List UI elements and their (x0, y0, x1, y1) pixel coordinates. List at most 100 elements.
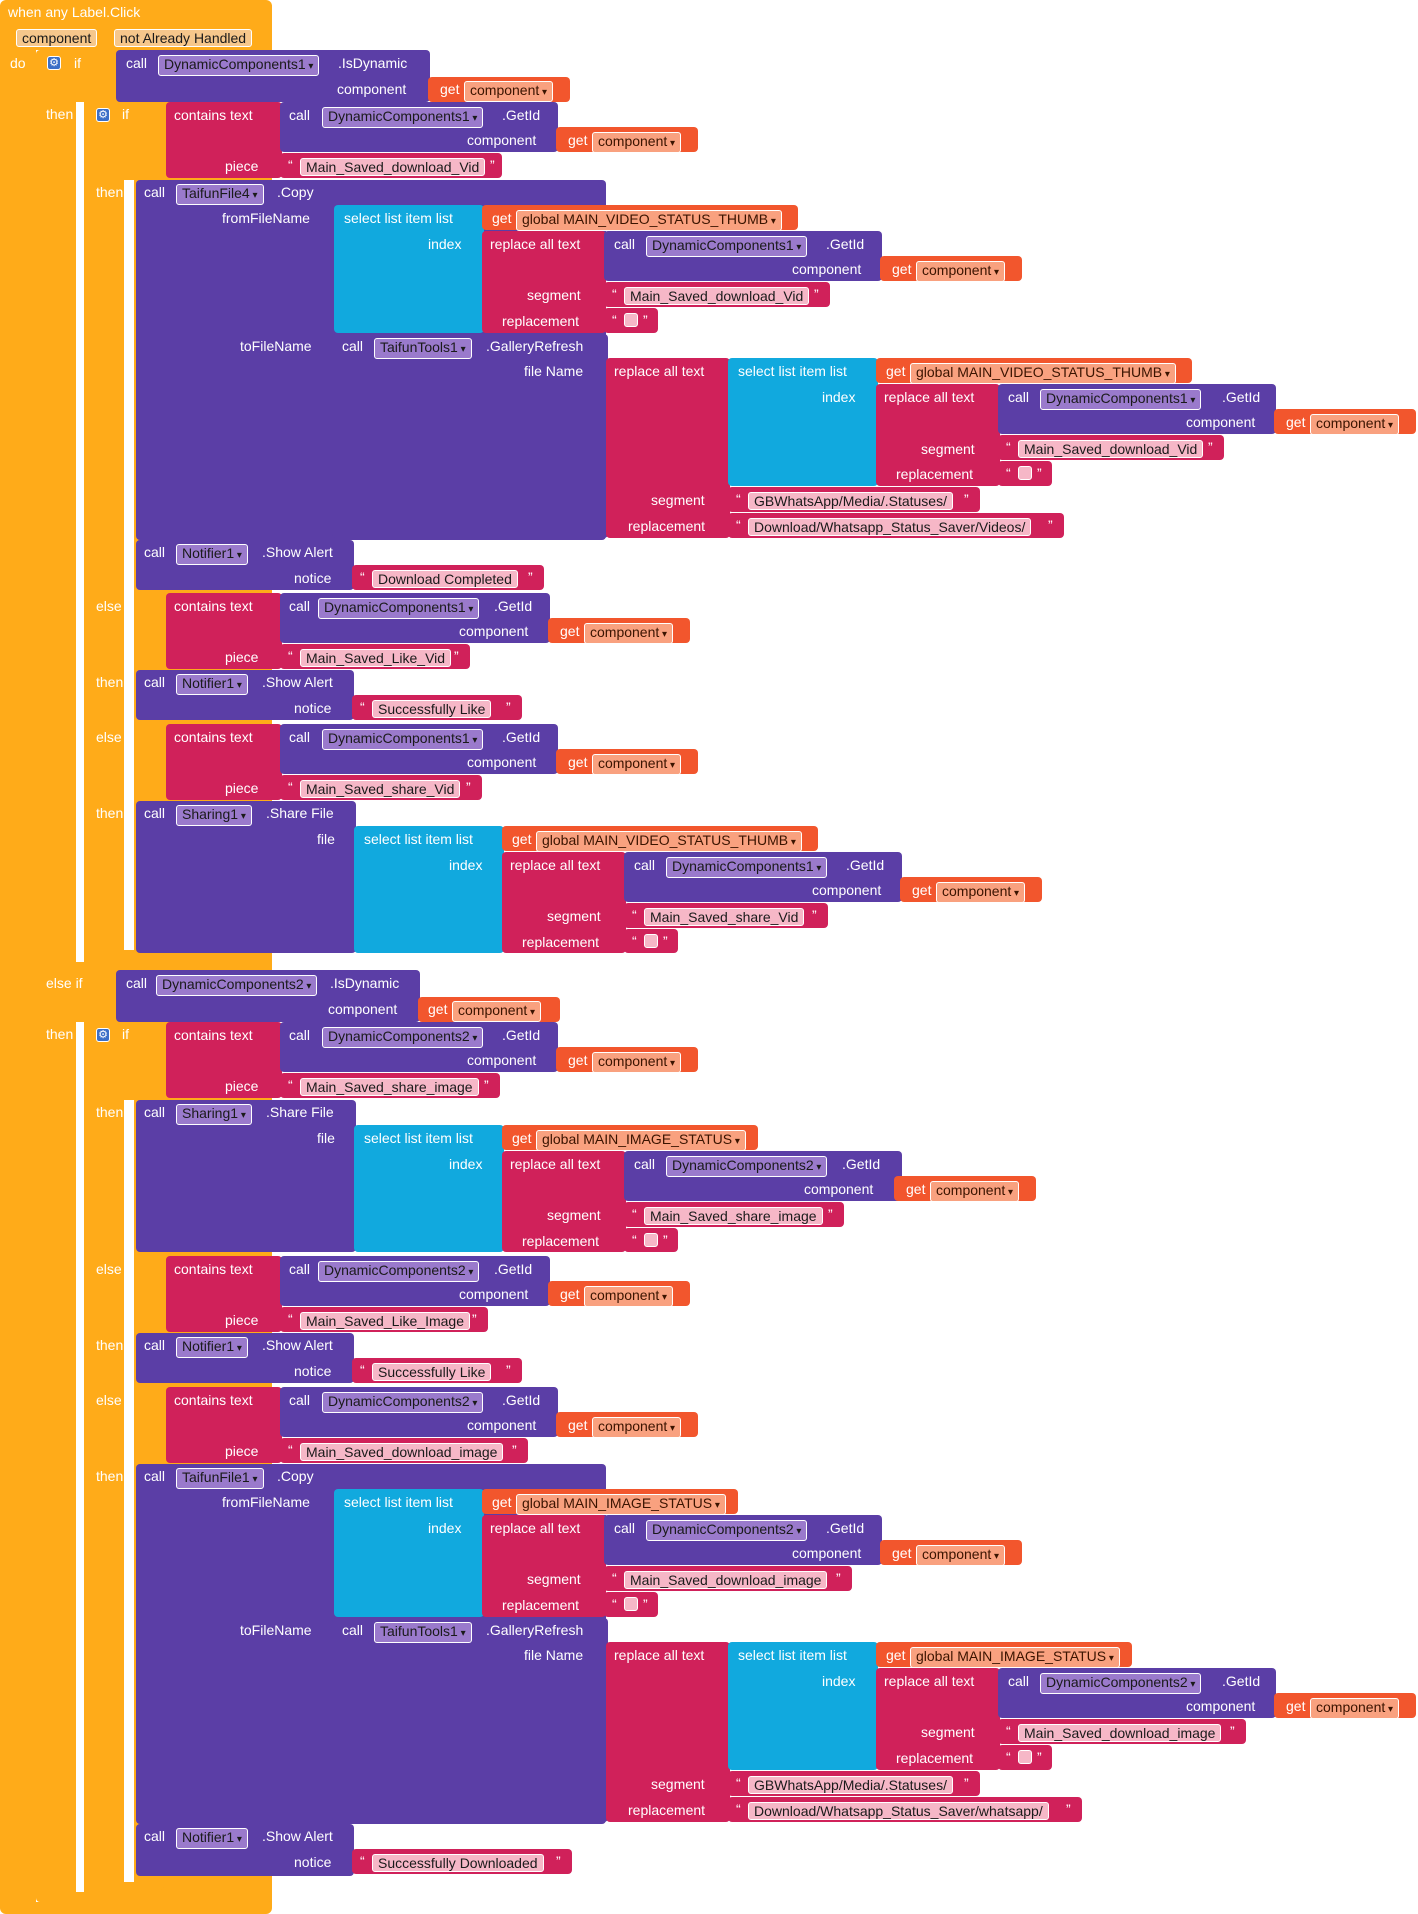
component-dropdown[interactable]: Sharing1 (176, 1104, 252, 1125)
component-dropdown[interactable]: DynamicComponents2 (318, 1261, 480, 1282)
string-value[interactable]: Main_Saved_share_Vid (644, 908, 805, 926)
select-list-item-block[interactable] (334, 205, 484, 333)
mutator-gear-icon[interactable]: ⚙ (96, 1028, 110, 1042)
component-dropdown[interactable]: DynamicComponents2 (646, 1520, 808, 1541)
string-value[interactable]: Main_Saved_download_image (624, 1571, 828, 1589)
var-dropdown[interactable]: component (584, 1286, 674, 1307)
string-value[interactable]: Successfully Like (372, 1363, 492, 1381)
string-value[interactable]: Successfully Like (372, 700, 492, 718)
empty-string-value[interactable] (624, 1597, 638, 1611)
empty-string-value[interactable] (1018, 1750, 1032, 1764)
mutator-gear-icon[interactable]: ⚙ (47, 56, 61, 70)
string-value[interactable]: Main_Saved_download_Vid (300, 158, 486, 176)
var-dropdown[interactable]: global MAIN_VIDEO_STATUS_THUMB (536, 831, 802, 852)
component-dropdown[interactable]: DynamicComponents2 (322, 1392, 484, 1413)
component-dropdown[interactable]: TaifunTools1 (374, 338, 472, 359)
replace-all-text-block[interactable] (502, 852, 626, 953)
string-value[interactable]: Main_Saved_Like_Image (300, 1312, 470, 1330)
contains-text-block[interactable] (166, 593, 282, 669)
var-dropdown[interactable]: global MAIN_IMAGE_STATUS (536, 1130, 746, 1151)
var-dropdown[interactable]: component (592, 754, 682, 775)
string-value[interactable]: Download/Whatsapp_Status_Saver/Videos/ (748, 518, 1032, 536)
var-dropdown[interactable]: component (936, 882, 1026, 903)
select-list-item-block[interactable] (334, 1489, 484, 1617)
var-dropdown[interactable]: component (584, 623, 674, 644)
empty-string-value[interactable] (1018, 466, 1032, 480)
component-dropdown[interactable]: DynamicComponents1 (322, 107, 484, 128)
empty-string-value[interactable] (644, 1233, 658, 1247)
replace-all-text-block[interactable] (876, 384, 1000, 486)
string-value[interactable]: Download Completed (372, 570, 518, 588)
component-dropdown[interactable]: DynamicComponents1 (158, 55, 320, 76)
share-file-block[interactable] (136, 1100, 356, 1252)
gallery-refresh-block[interactable] (332, 334, 608, 538)
string-value[interactable]: Main_Saved_Like_Vid (300, 649, 452, 667)
var-dropdown[interactable]: component (930, 1181, 1020, 1202)
arg-label: notice (294, 700, 332, 716)
component-dropdown[interactable]: DynamicComponents2 (1040, 1673, 1202, 1694)
var-dropdown[interactable]: component (1310, 1698, 1400, 1719)
var-dropdown[interactable]: global MAIN_IMAGE_STATUS (910, 1647, 1120, 1668)
component-dropdown[interactable]: DynamicComponents1 (322, 729, 484, 750)
string-value[interactable]: Successfully Downloaded (372, 1854, 544, 1872)
replace-all-text-block[interactable] (876, 1668, 1000, 1770)
string-value[interactable]: Download/Whatsapp_Status_Saver/whatsapp/ (748, 1802, 1049, 1820)
string-value[interactable]: Main_Saved_download_Vid (624, 287, 810, 305)
component-dropdown[interactable]: DynamicComponents1 (666, 857, 828, 878)
component-dropdown[interactable]: Notifier1 (176, 544, 248, 565)
var-dropdown[interactable]: component (1310, 414, 1400, 435)
gallery-refresh-block[interactable] (332, 1618, 608, 1822)
string-value[interactable]: Main_Saved_download_image (1018, 1724, 1222, 1742)
string-value[interactable]: GBWhatsApp/Media/.Statuses/ (748, 492, 953, 510)
string-value[interactable]: GBWhatsApp/Media/.Statuses/ (748, 1776, 953, 1794)
contains-text-block[interactable] (166, 1022, 282, 1098)
mutator-gear-icon[interactable]: ⚙ (96, 108, 110, 122)
replace-all-text-block[interactable] (606, 358, 730, 538)
contains-text-block[interactable] (166, 102, 282, 178)
var-dropdown[interactable]: global MAIN_IMAGE_STATUS (516, 1494, 726, 1515)
component-dropdown[interactable]: Notifier1 (176, 674, 248, 695)
component-dropdown[interactable]: DynamicComponents2 (156, 975, 318, 996)
var-dropdown[interactable]: component (464, 81, 554, 102)
component-dropdown[interactable]: DynamicComponents2 (322, 1027, 484, 1048)
var-dropdown[interactable]: component (592, 1417, 682, 1438)
component-dropdown[interactable]: Sharing1 (176, 805, 252, 826)
var-dropdown[interactable]: component (452, 1001, 542, 1022)
var-dropdown[interactable]: global MAIN_VIDEO_STATUS_THUMB (516, 210, 782, 231)
string-value[interactable]: Main_Saved_share_Vid (300, 780, 461, 798)
param-not-already-handled[interactable]: not Already Handled (114, 29, 253, 47)
component-dropdown[interactable]: DynamicComponents1 (318, 598, 480, 619)
replace-all-text-block[interactable] (482, 231, 606, 333)
var-dropdown[interactable]: component (916, 1545, 1006, 1566)
component-dropdown[interactable]: Notifier1 (176, 1337, 248, 1358)
select-list-item-block[interactable] (354, 826, 504, 953)
string-value[interactable]: Main_Saved_download_Vid (1018, 440, 1204, 458)
string-value[interactable]: Main_Saved_share_image (300, 1078, 479, 1096)
replace-all-text-block[interactable] (502, 1151, 626, 1252)
component-dropdown[interactable]: DynamicComponents2 (666, 1156, 828, 1177)
component-dropdown[interactable]: TaifunFile1 (176, 1468, 264, 1489)
empty-string-value[interactable] (624, 313, 638, 327)
string-value[interactable]: Main_Saved_download_image (300, 1443, 504, 1461)
var-dropdown[interactable]: component (592, 1052, 682, 1073)
component-dropdown[interactable]: TaifunTools1 (374, 1622, 472, 1643)
string-value[interactable]: Main_Saved_share_image (644, 1207, 823, 1225)
component-dropdown[interactable]: DynamicComponents1 (1040, 389, 1202, 410)
component-dropdown[interactable]: TaifunFile4 (176, 184, 264, 205)
var-dropdown[interactable]: global MAIN_VIDEO_STATUS_THUMB (910, 363, 1176, 384)
empty-string-value[interactable] (644, 934, 658, 948)
share-file-block[interactable] (136, 801, 356, 953)
contains-text-block[interactable] (166, 724, 282, 800)
contains-text-block[interactable] (166, 1256, 282, 1332)
var-dropdown[interactable]: component (592, 132, 682, 153)
component-dropdown[interactable]: DynamicComponents1 (646, 236, 808, 257)
select-list-item-block[interactable] (728, 1642, 878, 1770)
select-list-item-block[interactable] (354, 1125, 504, 1252)
replace-all-text-block[interactable] (482, 1515, 606, 1617)
component-dropdown[interactable]: Notifier1 (176, 1828, 248, 1849)
param-component[interactable]: component (16, 29, 98, 47)
contains-text-block[interactable] (166, 1387, 282, 1463)
var-dropdown[interactable]: component (916, 261, 1006, 282)
select-list-item-block[interactable] (728, 358, 878, 486)
replace-all-text-block[interactable] (606, 1642, 730, 1822)
